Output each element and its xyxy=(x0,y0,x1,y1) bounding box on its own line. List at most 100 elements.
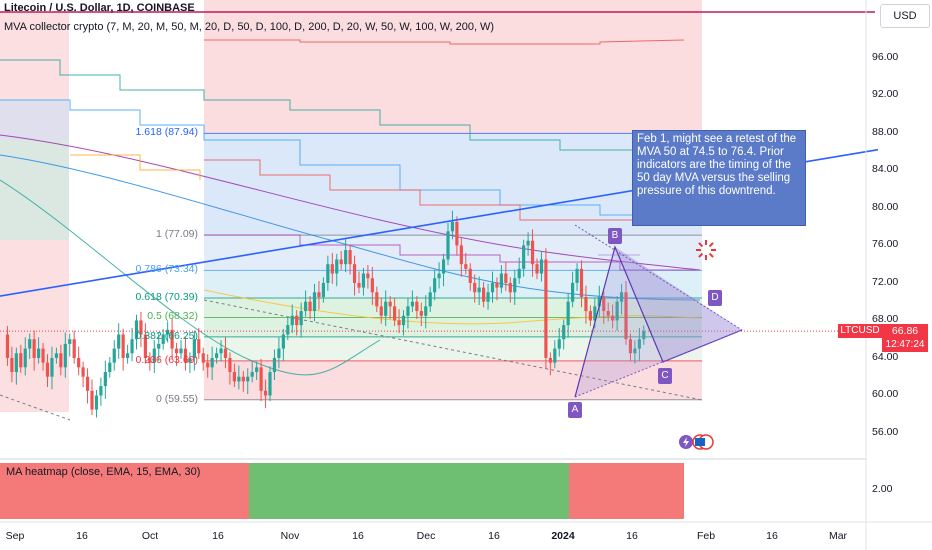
triangle-upper xyxy=(574,224,743,331)
candle-body xyxy=(624,292,628,340)
candle-body xyxy=(606,311,610,316)
ma-line xyxy=(70,154,201,180)
candle-body xyxy=(539,259,544,274)
fib-zone-382 xyxy=(204,336,702,361)
candle-body xyxy=(446,231,450,260)
candle-body xyxy=(535,264,539,274)
candle-body xyxy=(370,278,374,293)
time-tick-label: Oct xyxy=(141,530,159,542)
candle-body xyxy=(99,386,103,396)
candle-body xyxy=(134,320,139,340)
candle-body xyxy=(28,339,32,349)
time-tick-label: 16 xyxy=(76,530,88,542)
candle-body xyxy=(490,282,495,293)
candle-body xyxy=(317,292,321,297)
candle-body xyxy=(571,282,575,302)
candle-body xyxy=(197,339,201,354)
candle-body xyxy=(117,334,121,349)
candle-body xyxy=(41,348,45,363)
candle-body xyxy=(379,306,383,316)
candle-body xyxy=(548,357,552,363)
candle-body xyxy=(174,348,179,354)
time-tick-label: Sep xyxy=(5,530,25,542)
candle-body xyxy=(584,296,588,312)
pattern-point-b[interactable]: B xyxy=(608,228,622,244)
candle-body xyxy=(19,353,23,368)
candle-body xyxy=(45,362,50,377)
candle-body xyxy=(562,325,566,340)
time-tick-label: Nov xyxy=(280,530,300,542)
time-tick-label: Dec xyxy=(416,530,436,542)
candle-body xyxy=(513,278,517,293)
heatmap-label[interactable]: MA heatmap (close, EMA, 15, EMA, 30) xyxy=(6,466,201,478)
triangle-bcd xyxy=(615,247,742,362)
candle-body xyxy=(326,264,330,283)
last-price-value: 66.86 xyxy=(882,324,928,338)
candle-body xyxy=(504,273,508,283)
candle-body xyxy=(375,292,379,307)
candle-body xyxy=(94,395,99,410)
candle-body xyxy=(544,259,548,358)
indicator-label[interactable]: MVA collector crypto (7, M, 20, M, 50, M… xyxy=(4,21,495,33)
candle-body xyxy=(241,376,245,382)
candle-body xyxy=(553,348,557,363)
ma-line xyxy=(0,154,701,301)
time-tick-label: 16 xyxy=(488,530,500,542)
candle-body xyxy=(72,339,76,358)
price-tick-label: 88.00 xyxy=(872,125,899,138)
candle-body xyxy=(357,282,361,288)
time-tick-label: 16 xyxy=(352,530,364,542)
currency-button[interactable]: USD xyxy=(880,4,930,28)
candle-body xyxy=(237,376,241,382)
candle-body xyxy=(295,315,299,326)
candle-body xyxy=(433,278,437,293)
candle-body xyxy=(339,259,343,265)
candle-body xyxy=(419,311,423,316)
candle-body xyxy=(588,311,592,321)
heatmap-green xyxy=(249,463,569,519)
candle-body xyxy=(642,331,646,340)
ma-line xyxy=(203,289,701,325)
candle-body xyxy=(157,343,161,349)
dashed-trend-lower xyxy=(203,299,703,401)
candle-body xyxy=(103,372,107,387)
candle-body xyxy=(361,273,366,288)
chart-title: Litecoin / U.S. Dollar, 1D, COINBASE xyxy=(4,2,195,14)
ma-line xyxy=(0,179,381,376)
candle-body xyxy=(464,264,468,269)
candle-body xyxy=(143,334,147,358)
pattern-point-d[interactable]: D xyxy=(708,290,722,306)
candle-body xyxy=(455,221,459,246)
candle-body xyxy=(388,301,392,307)
candle-body xyxy=(593,306,597,321)
candle-body xyxy=(215,353,219,358)
ma-line xyxy=(204,234,700,271)
candle-body xyxy=(526,240,530,246)
pattern-point-c[interactable]: C xyxy=(658,368,672,384)
time-tick-label: 16 xyxy=(626,530,638,542)
candle-body xyxy=(597,296,601,307)
price-tick-label: 60.00 xyxy=(872,388,899,401)
candle-body xyxy=(615,301,619,321)
subpane-tick: 2.00 xyxy=(872,483,893,495)
candle-body xyxy=(183,348,188,363)
candle-body xyxy=(602,296,606,312)
candle-body xyxy=(384,301,388,316)
time-tick-label: 16 xyxy=(212,530,224,542)
alert-burst-ray xyxy=(698,242,704,248)
candle-body xyxy=(179,348,183,354)
candle-body xyxy=(304,301,308,312)
pattern-point-a[interactable]: A xyxy=(568,402,582,418)
annotation-note[interactable]: Feb 1, might see a retest of the MVA 50 … xyxy=(632,130,806,226)
candlestick-series xyxy=(5,210,646,418)
candle-body xyxy=(166,329,170,335)
fib-zone-236 xyxy=(204,360,702,400)
candle-body xyxy=(268,372,272,396)
candle-body xyxy=(482,287,486,302)
candle-body xyxy=(219,348,223,354)
heatmap-red-right xyxy=(569,463,684,519)
candle-body xyxy=(32,339,36,358)
candle-body xyxy=(393,306,397,321)
candle-body xyxy=(139,320,143,335)
candle-body xyxy=(619,292,624,302)
